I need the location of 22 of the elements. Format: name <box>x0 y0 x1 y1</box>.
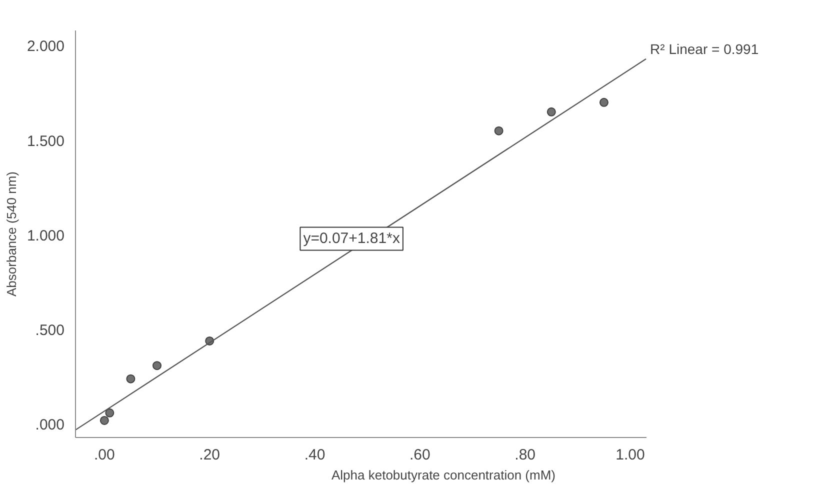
x-tick-label: .20 <box>199 446 220 464</box>
x-tick-label: .40 <box>304 446 326 464</box>
point <box>105 408 114 418</box>
y-tick-label: .000 <box>35 416 65 434</box>
x-tick-label: 1.00 <box>616 446 645 464</box>
y-tick-label: .500 <box>35 322 65 340</box>
x-tick-label: .00 <box>94 446 115 464</box>
point <box>100 416 109 425</box>
point <box>152 361 162 370</box>
point <box>546 107 556 116</box>
x-axis-title: Alpha ketobutyrate concentration (mM) <box>332 468 556 482</box>
y-tick-label: 1.000 <box>26 227 65 244</box>
x-tick-label: .60 <box>410 446 430 464</box>
point <box>599 98 608 107</box>
y-tick-label: 2.000 <box>26 38 65 56</box>
y-axis-title: Absorbance (540 nm) <box>4 171 19 297</box>
point <box>126 374 136 384</box>
x-tick-label: .80 <box>514 446 536 464</box>
annotation: R² Linear = 0.991 <box>650 41 759 58</box>
y-tick-label: 1.500 <box>26 132 65 150</box>
annotation: y=0.07+1.81*x <box>303 230 400 248</box>
point <box>494 126 504 136</box>
